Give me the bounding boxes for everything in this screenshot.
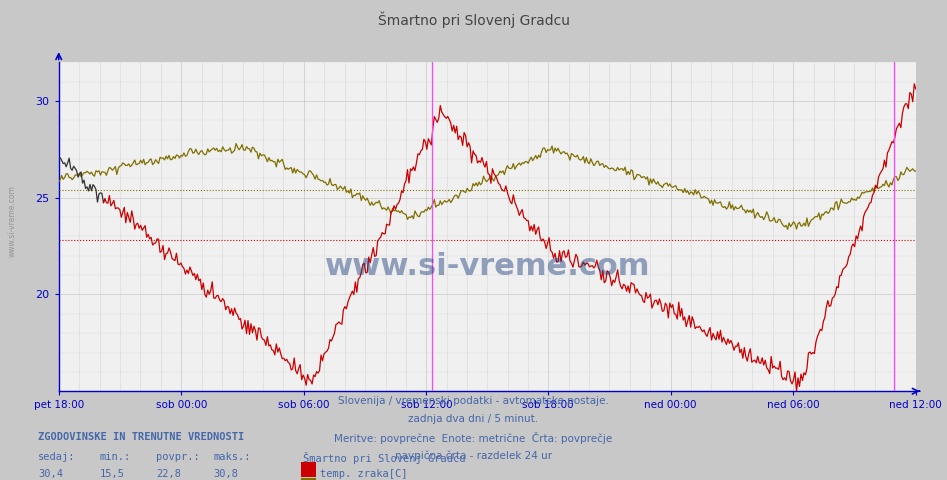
Text: min.:: min.:	[99, 452, 131, 462]
Text: 30,4: 30,4	[38, 469, 63, 480]
Text: maks.:: maks.:	[213, 452, 251, 462]
Text: Meritve: povprečne  Enote: metrične  Črta: povprečje: Meritve: povprečne Enote: metrične Črta:…	[334, 432, 613, 444]
Text: 22,8: 22,8	[156, 469, 181, 480]
Text: povpr.:: povpr.:	[156, 452, 200, 462]
Text: Slovenija / vremenski podatki - avtomatske postaje.: Slovenija / vremenski podatki - avtomats…	[338, 396, 609, 406]
Text: 30,8: 30,8	[213, 469, 238, 480]
Text: ZGODOVINSKE IN TRENUTNE VREDNOSTI: ZGODOVINSKE IN TRENUTNE VREDNOSTI	[38, 432, 244, 442]
Text: Šmartno pri Slovenj Gradcu: Šmartno pri Slovenj Gradcu	[303, 452, 466, 464]
Text: temp. zraka[C]: temp. zraka[C]	[320, 469, 407, 480]
Text: zadnja dva dni / 5 minut.: zadnja dva dni / 5 minut.	[408, 414, 539, 424]
Text: Šmartno pri Slovenj Gradcu: Šmartno pri Slovenj Gradcu	[378, 12, 569, 28]
Text: www.si-vreme.com: www.si-vreme.com	[325, 252, 650, 281]
Text: www.si-vreme.com: www.si-vreme.com	[8, 185, 17, 257]
Text: navpična črta - razdelek 24 ur: navpična črta - razdelek 24 ur	[395, 451, 552, 461]
Text: sedaj:: sedaj:	[38, 452, 76, 462]
Text: 15,5: 15,5	[99, 469, 124, 480]
